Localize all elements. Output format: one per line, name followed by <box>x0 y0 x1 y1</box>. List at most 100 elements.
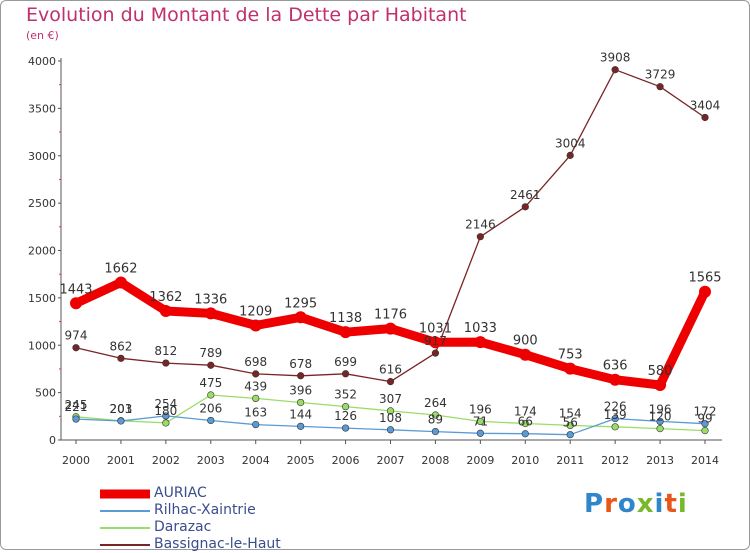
data-label: 163 <box>244 406 267 420</box>
data-label: 396 <box>289 383 312 397</box>
chart-title: Evolution du Montant de la Dette par Hab… <box>26 4 467 26</box>
brand-letter: P <box>584 489 605 519</box>
data-point <box>611 414 619 423</box>
line-chart: 0 500 1000 1500 2000 2500 3000 3500 4000 2000 2001… <box>28 51 722 467</box>
data-label: 172 <box>694 405 717 419</box>
series-line <box>75 69 706 383</box>
data-label: 3404 <box>690 98 721 112</box>
data-point <box>207 391 215 399</box>
x-tick-label: 2009 <box>466 454 494 467</box>
data-label: 2146 <box>465 218 496 232</box>
data-point <box>431 349 440 357</box>
y-tick-label: 2000 <box>28 245 56 258</box>
data-label: 139 <box>604 408 627 422</box>
x-tick-label: 2004 <box>242 454 270 467</box>
data-label: 439 <box>244 379 267 393</box>
data-label: 56 <box>563 416 578 430</box>
data-label: 245 <box>65 398 88 412</box>
data-point <box>114 276 127 289</box>
data-point <box>117 417 125 425</box>
data-point <box>699 285 711 298</box>
data-label: 254 <box>154 397 177 411</box>
legend-swatch <box>100 526 150 529</box>
data-point <box>341 424 350 432</box>
x-tick-label: 2013 <box>646 454 674 467</box>
data-label: 580 <box>648 364 673 379</box>
data-point <box>609 373 622 386</box>
y-tick-label: 2500 <box>28 197 56 210</box>
data-label: 1662 <box>104 262 137 277</box>
x-tick-label: 2003 <box>197 454 225 467</box>
data-point <box>431 427 440 436</box>
data-point <box>476 233 484 241</box>
data-point <box>656 417 664 426</box>
data-point <box>162 412 170 420</box>
data-label: 180 <box>154 404 177 418</box>
data-label: 2461 <box>510 188 541 202</box>
y-tick-label: 3000 <box>28 150 56 163</box>
x-tick-label: 2000 <box>62 454 90 467</box>
data-point <box>252 394 260 403</box>
data-point <box>656 83 664 91</box>
data-point <box>339 326 352 339</box>
data-point <box>252 420 260 429</box>
data-label: 812 <box>154 344 177 358</box>
brand-letter: o <box>617 489 637 519</box>
data-label: 753 <box>558 348 583 363</box>
data-point <box>611 423 619 431</box>
x-tick-label: 2014 <box>691 454 719 467</box>
data-point <box>701 113 709 122</box>
data-label: 196 <box>469 402 492 416</box>
x-tick-label: 2007 <box>377 454 405 467</box>
data-label: 154 <box>559 406 582 420</box>
data-label: 3908 <box>600 51 631 65</box>
chart-unit: (en €) <box>26 29 59 42</box>
data-label: 1176 <box>374 308 407 323</box>
data-point <box>566 431 574 439</box>
y-tick-label: 0 <box>49 434 56 447</box>
data-point <box>341 370 350 378</box>
x-tick-label: 2002 <box>152 454 180 467</box>
data-point <box>249 319 262 332</box>
data-label: 196 <box>649 402 672 416</box>
y-tick-label: 3500 <box>28 102 56 115</box>
data-point <box>70 297 82 310</box>
brand-letter: i <box>654 489 665 519</box>
legend-label: AURIAC <box>154 485 207 501</box>
legend-swatch <box>100 489 150 498</box>
data-label: 1443 <box>59 282 92 297</box>
data-point <box>521 430 529 438</box>
data-point <box>701 420 709 428</box>
x-tick-label: 2012 <box>601 454 629 467</box>
data-point <box>521 203 529 211</box>
data-label: 3004 <box>555 136 586 150</box>
x-tick-label: 2005 <box>287 454 315 467</box>
data-point <box>476 417 484 426</box>
legend-label: Bassignac-le-Haut <box>154 536 281 552</box>
data-point <box>297 398 305 407</box>
x-tick-label: 2010 <box>511 454 539 467</box>
data-label: 206 <box>199 401 222 415</box>
data-point <box>72 344 80 352</box>
brand-letter: x <box>636 489 655 519</box>
brand-letter: t <box>664 489 678 519</box>
data-label: 144 <box>289 407 312 421</box>
brand-letter: i <box>677 489 688 519</box>
data-point <box>566 151 574 159</box>
data-label: 1209 <box>239 304 272 319</box>
data-label: 203 <box>109 402 132 416</box>
y-tick-label: 4000 <box>28 55 56 68</box>
data-label: 99 <box>697 412 712 426</box>
data-point <box>204 307 217 320</box>
data-point <box>386 407 395 415</box>
data-label: 789 <box>199 346 222 360</box>
data-label: 1565 <box>688 271 721 286</box>
data-point <box>294 311 307 324</box>
data-point <box>162 359 170 367</box>
data-point <box>384 322 397 335</box>
data-label: 900 <box>513 334 538 349</box>
y-tick-label: 1500 <box>28 292 56 305</box>
data-label: 862 <box>109 339 132 353</box>
data-label: 71 <box>473 414 488 428</box>
